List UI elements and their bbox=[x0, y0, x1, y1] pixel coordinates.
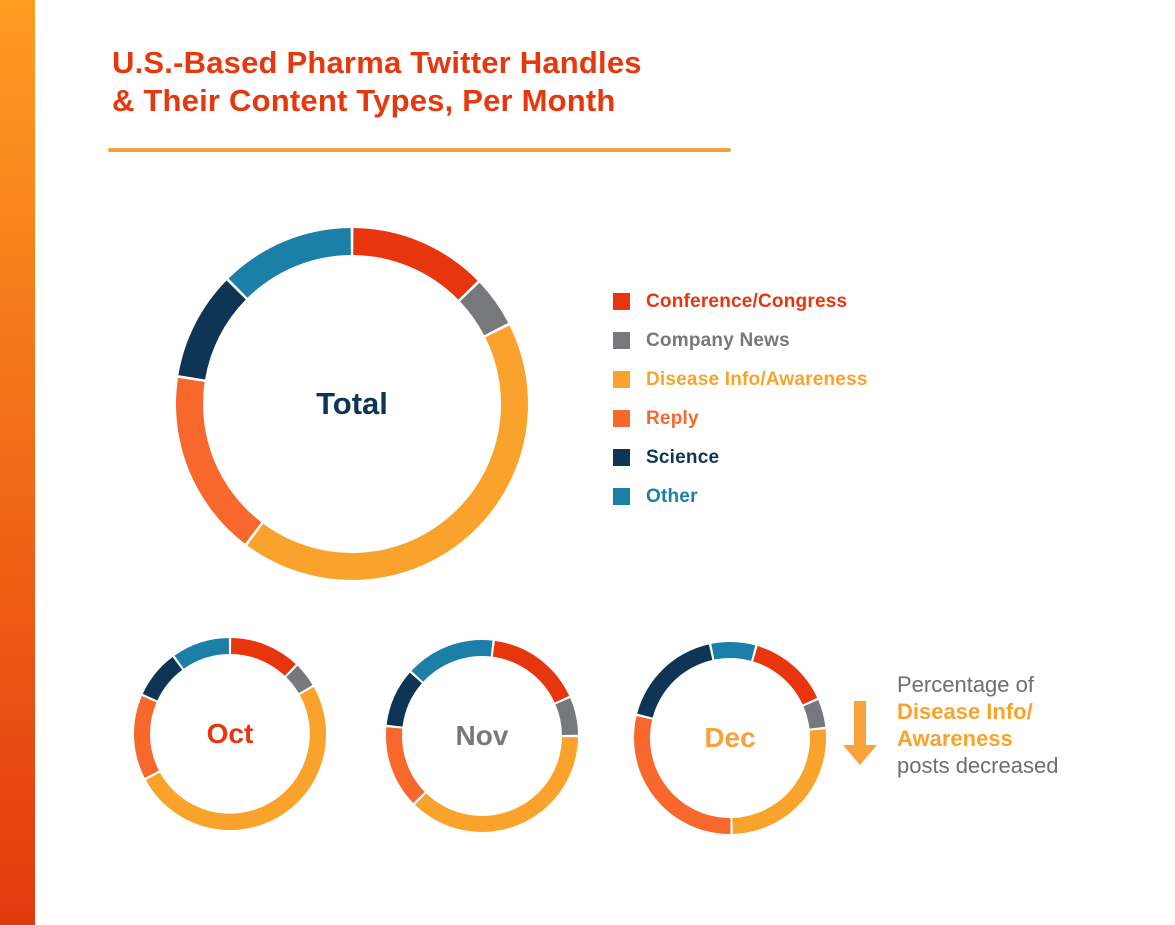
donut-segment-dec-other bbox=[711, 642, 756, 661]
donut-segment-total-other bbox=[228, 228, 351, 298]
donut-center-label-oct: Oct bbox=[206, 718, 254, 749]
legend-label-disease: Disease Info/Awareness bbox=[646, 368, 868, 390]
donut-segment-nov-science bbox=[386, 672, 422, 727]
donut-segment-dec-reply bbox=[634, 715, 731, 835]
donut-center-label-total: Total bbox=[316, 386, 388, 421]
legend-swatch-disease bbox=[613, 371, 630, 388]
legend-swatch-science bbox=[613, 449, 630, 466]
donut-segment-dec-science bbox=[637, 644, 713, 718]
legend-swatch-reply bbox=[613, 410, 630, 427]
donut-segment-nov-conference bbox=[492, 640, 570, 703]
donut-segment-oct-conference bbox=[231, 638, 296, 676]
legend-label-other: Other bbox=[646, 485, 698, 507]
left-gradient-strip bbox=[0, 0, 35, 925]
donut-segment-nov-company bbox=[555, 698, 578, 735]
title-underline bbox=[108, 148, 731, 152]
donut-segment-nov-disease bbox=[414, 737, 578, 833]
donut-segment-total-science bbox=[178, 280, 246, 380]
legend-swatch-other bbox=[613, 488, 630, 505]
donut-segment-total-disease bbox=[247, 325, 528, 580]
legend-item-science: Science bbox=[613, 438, 868, 477]
down-arrow-shape bbox=[843, 701, 877, 765]
page-title: U.S.-Based Pharma Twitter Handles & Thei… bbox=[112, 44, 642, 120]
annotation-line1: Percentage of bbox=[897, 672, 1034, 697]
donut-segment-nov-other bbox=[411, 640, 493, 682]
legend-swatch-company bbox=[613, 332, 630, 349]
donut-segment-oct-other bbox=[174, 638, 229, 669]
annotation-line2: Disease Info/ bbox=[897, 699, 1033, 724]
donut-segment-dec-company bbox=[803, 700, 826, 729]
donut-segment-total-conference bbox=[353, 228, 478, 300]
annotation: Percentage of Disease Info/ Awareness po… bbox=[843, 671, 1058, 779]
donut-segment-oct-science bbox=[142, 657, 183, 701]
legend: Conference/Congress Company News Disease I… bbox=[613, 282, 868, 516]
donut-chart-dec: Dec bbox=[633, 641, 827, 835]
donut-segment-dec-disease bbox=[732, 729, 826, 834]
legend-label-science: Science bbox=[646, 446, 720, 468]
donut-segment-nov-reply bbox=[386, 727, 425, 804]
donut-segment-oct-disease bbox=[145, 687, 327, 831]
page-title-line1: U.S.-Based Pharma Twitter Handles bbox=[112, 45, 642, 80]
donut-chart-oct: Oct bbox=[133, 637, 327, 831]
annotation-line4: posts decreased bbox=[897, 753, 1059, 778]
donut-segment-oct-company bbox=[286, 665, 313, 694]
legend-item-reply: Reply bbox=[613, 399, 868, 438]
legend-label-company: Company News bbox=[646, 329, 790, 351]
legend-label-reply: Reply bbox=[646, 407, 699, 429]
donut-segment-oct-reply bbox=[133, 696, 159, 779]
donut-segment-total-company bbox=[460, 282, 509, 336]
donut-chart-total: Total bbox=[176, 228, 528, 580]
donut-chart-nov: Nov bbox=[385, 639, 579, 833]
annotation-line3: Awareness bbox=[897, 726, 1013, 751]
legend-item-company: Company News bbox=[613, 321, 868, 360]
legend-label-conference: Conference/Congress bbox=[646, 290, 848, 312]
donut-segment-dec-conference bbox=[753, 646, 818, 705]
legend-item-conference: Conference/Congress bbox=[613, 282, 868, 321]
down-arrow-icon bbox=[843, 701, 877, 779]
donut-segment-total-reply bbox=[176, 377, 262, 544]
legend-item-other: Other bbox=[613, 477, 868, 516]
page-title-line2: & Their Content Types, Per Month bbox=[112, 83, 616, 118]
annotation-text: Percentage of Disease Info/ Awareness po… bbox=[897, 671, 1058, 779]
donut-center-label-nov: Nov bbox=[455, 720, 509, 751]
donut-center-label-dec: Dec bbox=[704, 722, 756, 753]
legend-swatch-conference bbox=[613, 293, 630, 310]
legend-item-disease: Disease Info/Awareness bbox=[613, 360, 868, 399]
